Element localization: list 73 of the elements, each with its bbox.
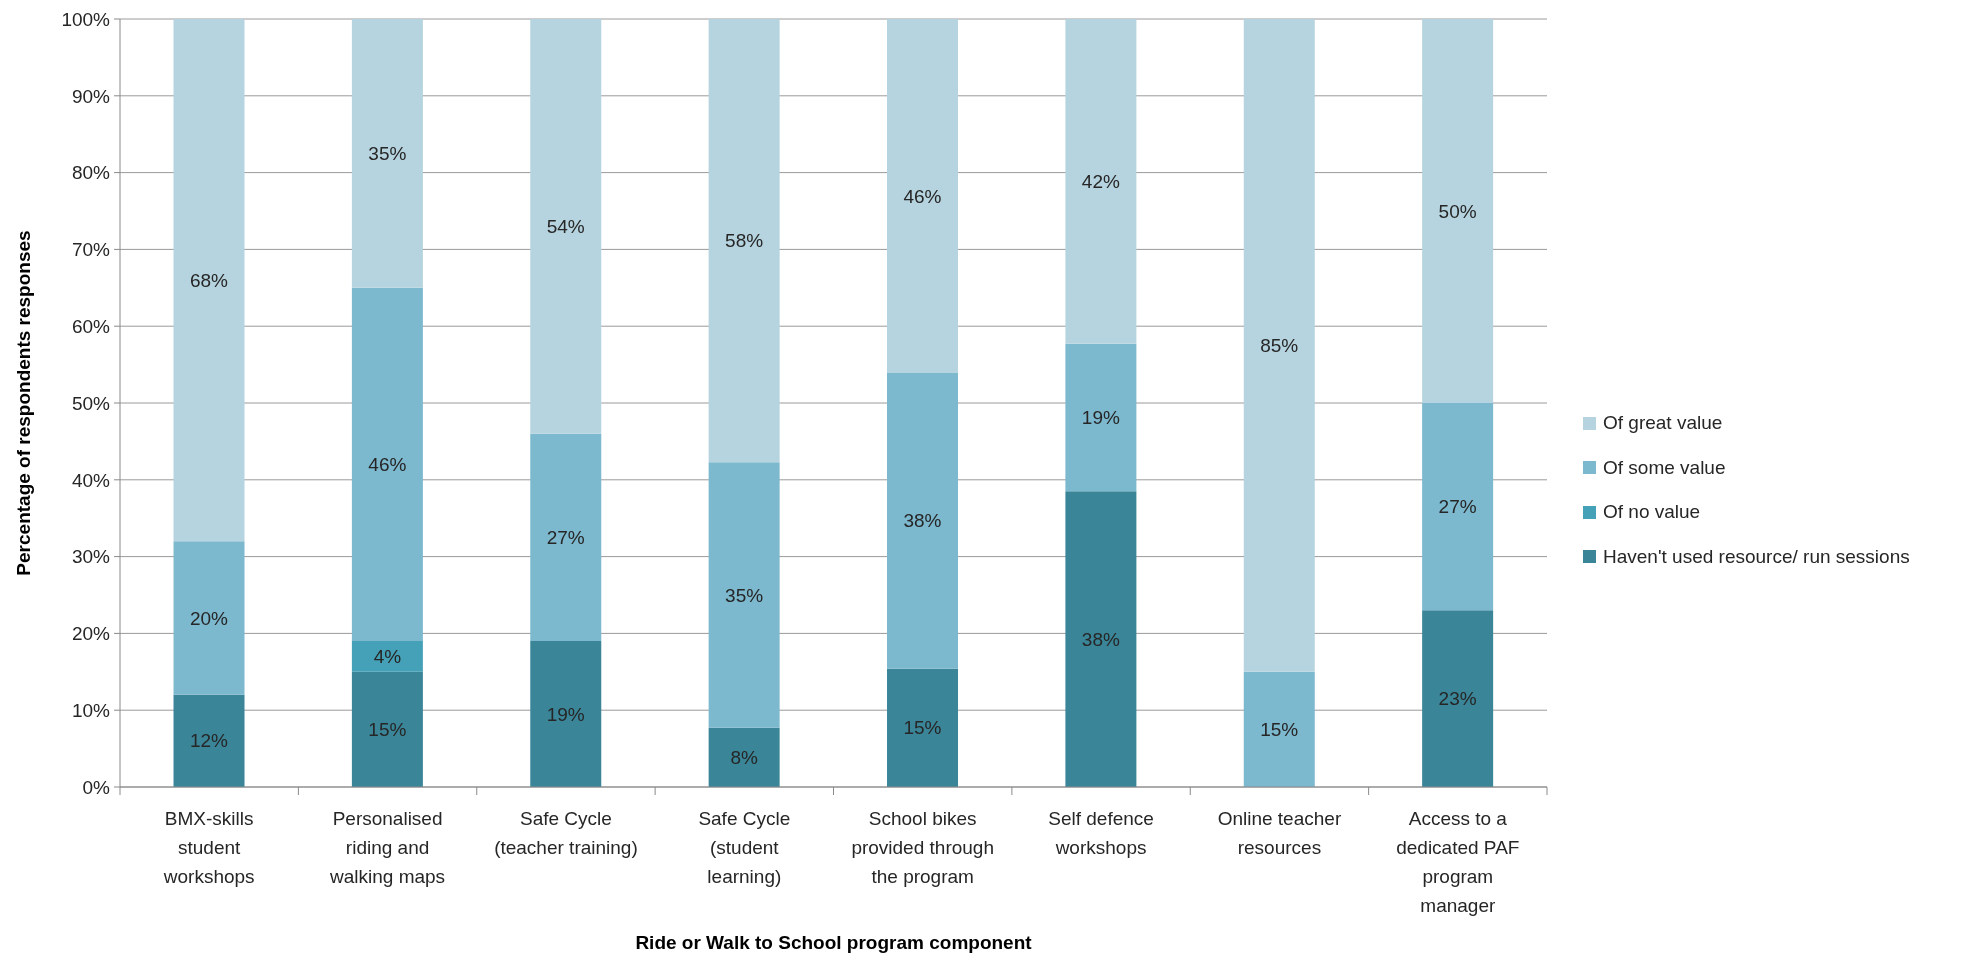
bar: [351, 671, 423, 787]
legend-label: Of great value: [1603, 412, 1723, 435]
data-label: 27%: [546, 526, 585, 548]
y-tick-label: 20%: [71, 623, 111, 645]
bar: [1243, 671, 1315, 787]
x-tick-label: Personalised riding and walking maps: [329, 807, 446, 887]
x-tick-label: Safe Cycle (teacher training): [494, 807, 638, 858]
legend-label: Haven't used resource/ run sessions: [1603, 545, 1910, 568]
y-tick-label: 40%: [71, 469, 111, 491]
bar: [530, 19, 602, 434]
y-tick-label: 80%: [71, 162, 111, 184]
data-label: 68%: [190, 269, 229, 291]
bar: [887, 668, 959, 787]
y-tick-label: 90%: [71, 85, 111, 107]
bar: [1065, 491, 1137, 787]
data-label: 35%: [725, 584, 764, 606]
bar: [530, 641, 602, 787]
data-label: 15%: [903, 717, 942, 739]
bar: [173, 19, 245, 542]
data-label: 42%: [1081, 170, 1121, 192]
data-label: 4%: [373, 645, 402, 667]
data-label: 23%: [1438, 688, 1477, 710]
data-label: 15%: [368, 718, 407, 740]
data-label: 15%: [1260, 718, 1299, 740]
y-tick-label: 10%: [71, 699, 111, 721]
x-tick-label: School bikes provided through the program: [851, 807, 994, 887]
bar: [1422, 19, 1494, 403]
data-label: 20%: [190, 607, 229, 629]
y-axis-title: Percentage of respondents responses: [12, 230, 34, 576]
bar: [173, 694, 245, 787]
bar: [708, 19, 780, 463]
bar: [887, 19, 959, 374]
data-label: 35%: [368, 142, 407, 164]
data-label: 46%: [368, 453, 407, 475]
y-tick-label: 100%: [61, 8, 111, 30]
data-label: 54%: [546, 215, 585, 237]
y-tick-label: 0%: [82, 776, 111, 798]
data-label: 19%: [1081, 407, 1121, 429]
bar: [1422, 610, 1494, 787]
data-label: 27%: [1438, 496, 1477, 518]
data-label: 85%: [1260, 334, 1299, 356]
data-label: 19%: [546, 703, 585, 725]
x-tick-label: Access to a dedicated PAF program manager: [1396, 807, 1520, 916]
bar: [530, 433, 602, 642]
bar: [1243, 19, 1315, 672]
data-label: 46%: [903, 185, 942, 207]
legend-label: Of no value: [1603, 501, 1701, 524]
x-tick-label: Safe Cycle (student learning): [698, 807, 791, 887]
x-tick-label: Online teacher resources: [1217, 807, 1342, 858]
data-label: 50%: [1438, 200, 1477, 222]
bar: [1065, 19, 1137, 344]
legend-label: Of some value: [1603, 456, 1726, 479]
bar: [708, 727, 780, 787]
y-tick-label: 30%: [71, 546, 111, 568]
y-tick-label: 60%: [71, 315, 111, 337]
x-axis-title: Ride or Walk to School program component: [635, 931, 1033, 953]
data-label: 38%: [903, 510, 942, 532]
data-label: 58%: [725, 230, 764, 252]
y-tick-label: 70%: [71, 239, 111, 261]
data-label: 38%: [1081, 628, 1121, 650]
data-label: 12%: [190, 730, 229, 752]
bar: [887, 373, 959, 669]
bar: [1065, 343, 1137, 492]
bar: [708, 462, 780, 728]
bar: [351, 287, 423, 642]
x-tick-label: Self defence workshops: [1048, 807, 1154, 858]
data-label: 8%: [730, 746, 758, 768]
bar: [351, 19, 423, 288]
x-tick-label: BMX-skills student workshops: [162, 807, 255, 887]
bar: [351, 641, 423, 672]
y-tick-label: 50%: [71, 392, 111, 414]
bar: [1422, 403, 1494, 611]
bar: [173, 541, 245, 695]
